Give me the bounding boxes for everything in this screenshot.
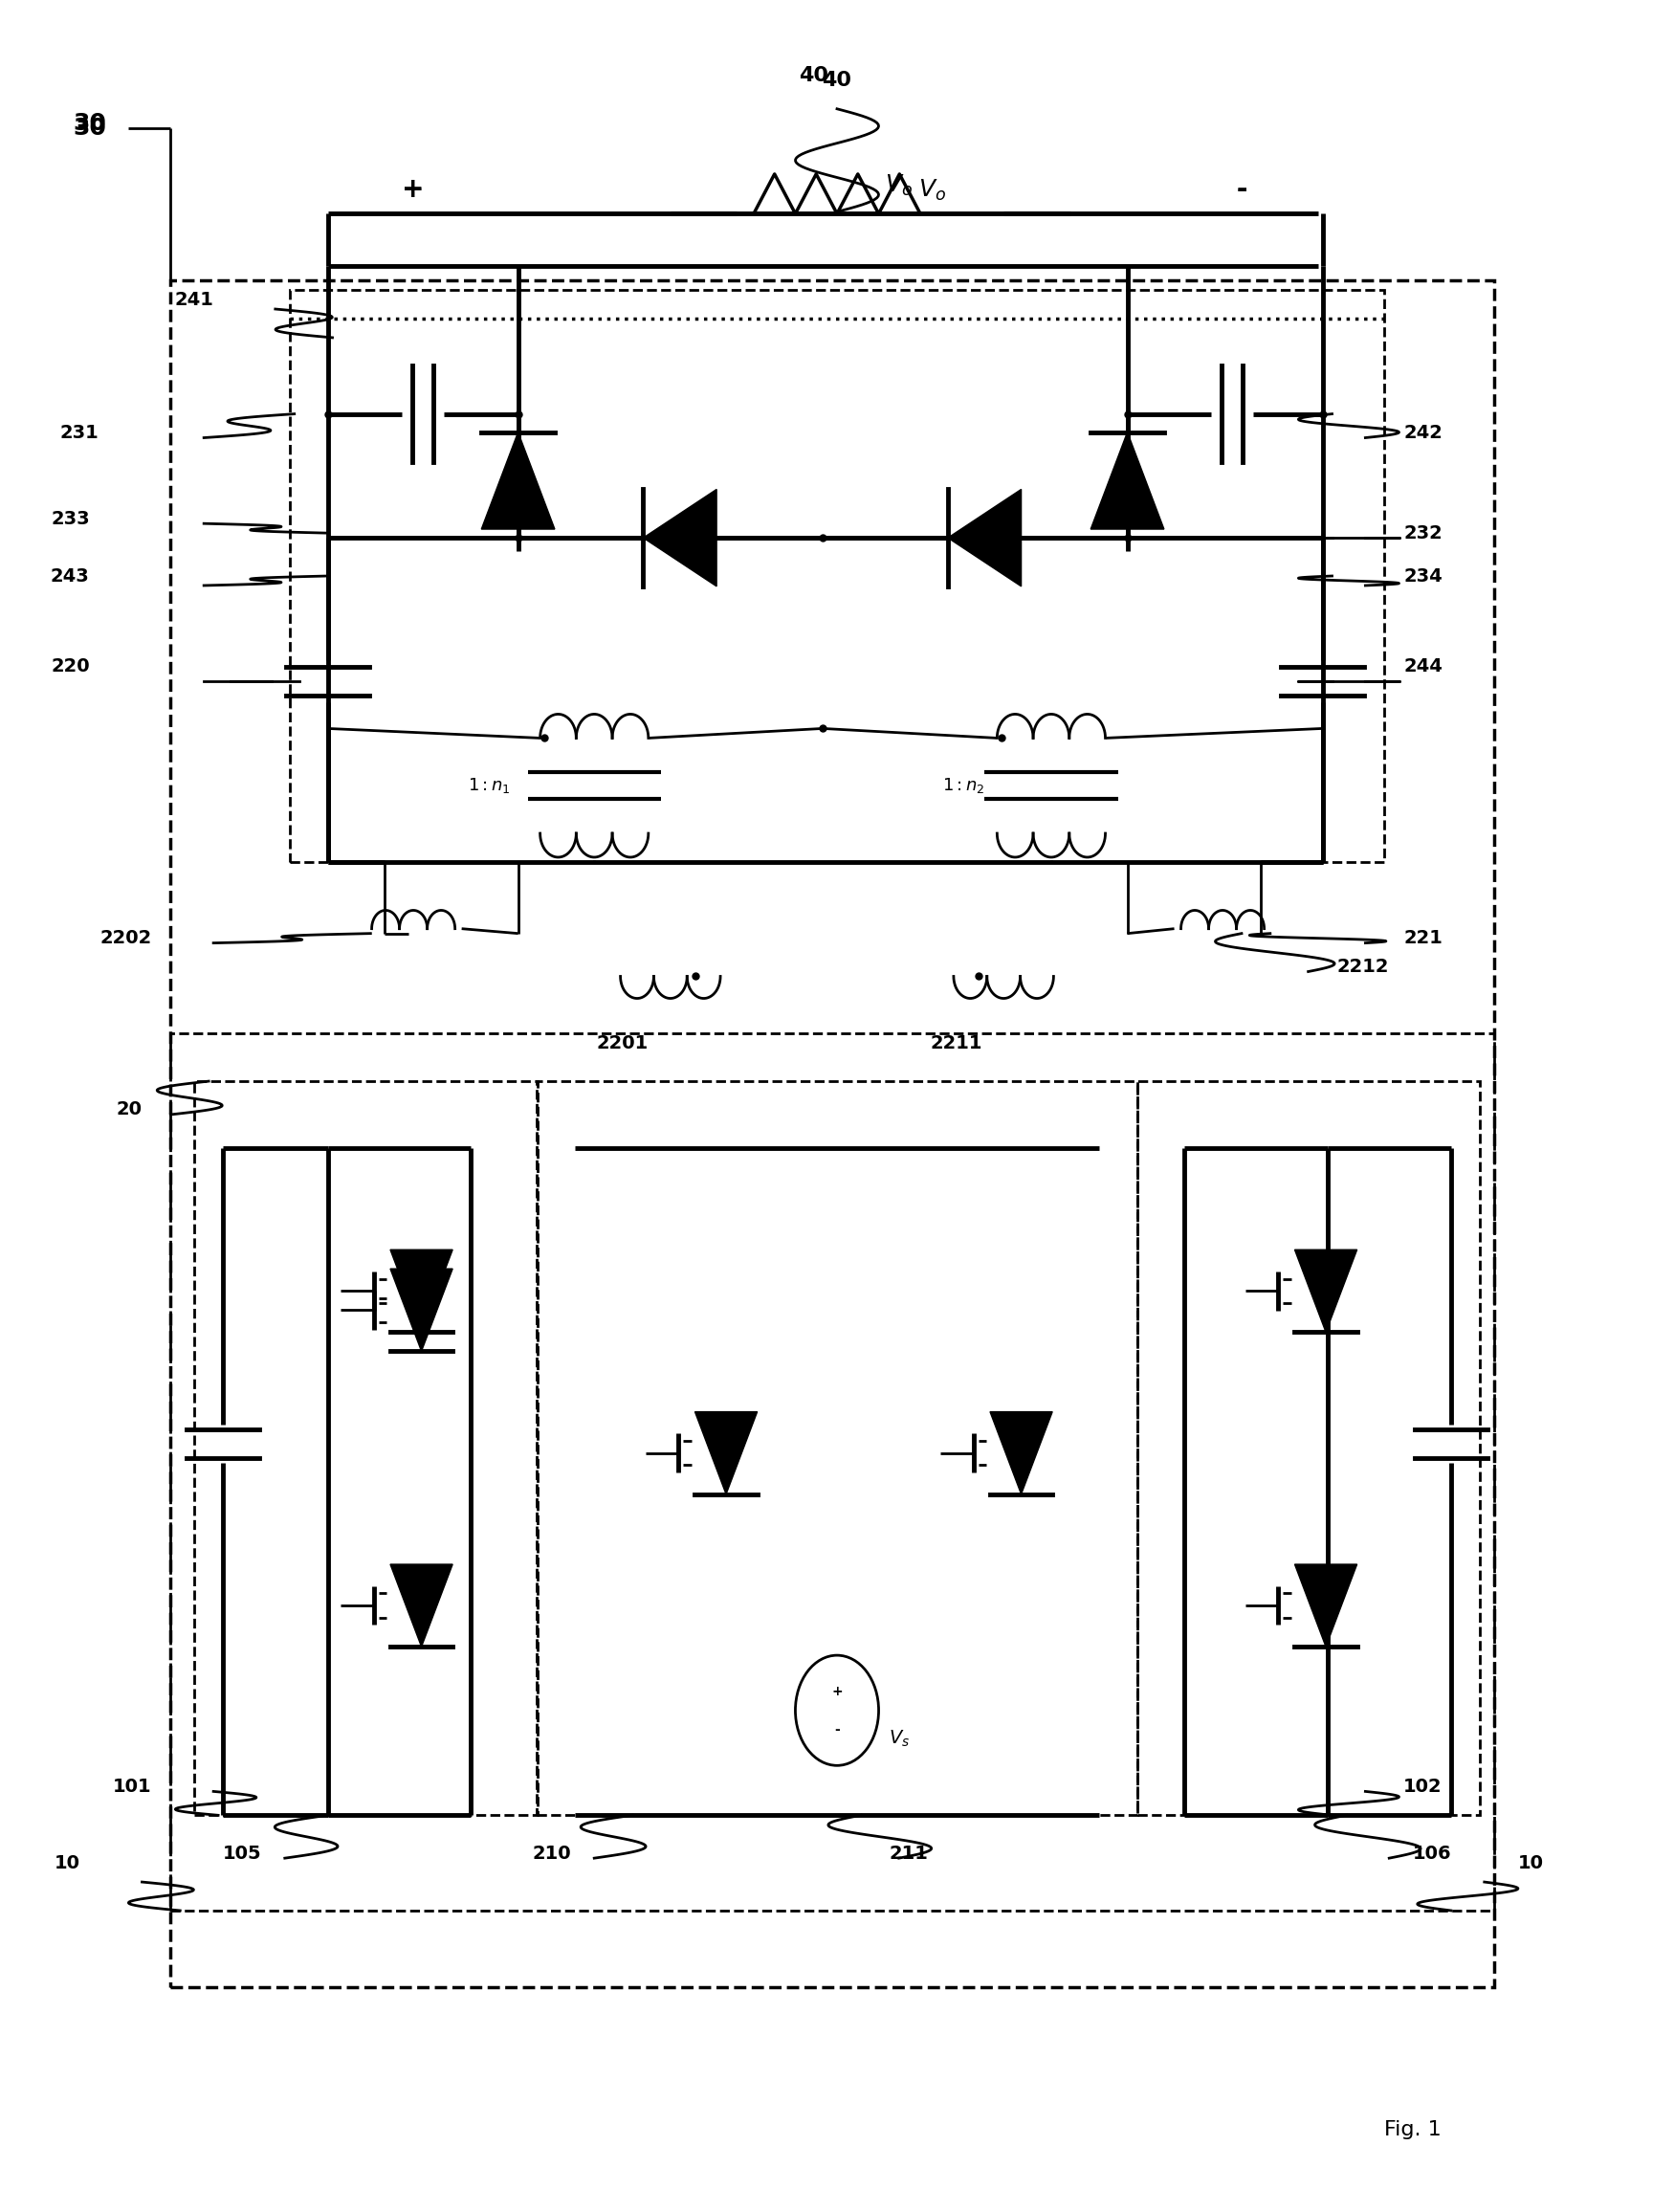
Polygon shape <box>1091 431 1163 529</box>
Text: 242: 242 <box>1403 425 1443 442</box>
Text: 210: 210 <box>532 1845 571 1863</box>
Polygon shape <box>695 1411 757 1495</box>
Text: -: - <box>834 1723 840 1736</box>
Polygon shape <box>643 489 716 586</box>
Text: $1:n_1$: $1:n_1$ <box>469 776 511 796</box>
Text: 231: 231 <box>60 425 99 442</box>
Text: $V_o$: $V_o$ <box>919 177 946 204</box>
Text: +: + <box>402 177 425 204</box>
Text: +: + <box>832 1683 842 1699</box>
Text: 232: 232 <box>1403 524 1443 542</box>
Bar <box>290 290 1384 863</box>
Bar <box>537 1082 1137 1816</box>
Polygon shape <box>390 1270 452 1352</box>
Bar <box>171 281 1493 1986</box>
Polygon shape <box>390 1250 452 1332</box>
Text: 105: 105 <box>223 1845 261 1863</box>
Text: 10: 10 <box>54 1854 80 1871</box>
Text: -: - <box>1235 177 1247 204</box>
Text: $V_o$: $V_o$ <box>886 173 912 197</box>
Bar <box>1137 1082 1480 1816</box>
Text: 40: 40 <box>798 66 829 84</box>
Text: 101: 101 <box>112 1778 152 1796</box>
Text: 10: 10 <box>1518 1854 1543 1871</box>
Text: 106: 106 <box>1413 1845 1451 1863</box>
Text: 220: 220 <box>50 657 90 675</box>
Text: 2202: 2202 <box>100 929 152 947</box>
Text: 40: 40 <box>822 71 852 91</box>
Text: +: + <box>402 177 425 204</box>
Polygon shape <box>1294 1250 1358 1332</box>
Text: 30: 30 <box>74 117 107 139</box>
Text: 221: 221 <box>1403 929 1443 947</box>
Text: 20: 20 <box>116 1102 142 1119</box>
Text: 243: 243 <box>50 566 90 584</box>
Polygon shape <box>1294 1564 1358 1646</box>
Text: 211: 211 <box>889 1845 927 1863</box>
Text: 2211: 2211 <box>931 1033 983 1053</box>
Polygon shape <box>482 431 554 529</box>
Text: 2212: 2212 <box>1338 958 1389 975</box>
Polygon shape <box>947 489 1021 586</box>
Text: $1:n_2$: $1:n_2$ <box>942 776 984 796</box>
Text: Fig. 1: Fig. 1 <box>1384 2121 1441 2139</box>
Polygon shape <box>989 1411 1053 1495</box>
Text: $V_s$: $V_s$ <box>889 1730 909 1750</box>
Bar <box>171 1033 1493 1911</box>
Text: 241: 241 <box>174 290 213 310</box>
Bar <box>194 1082 537 1816</box>
Text: 102: 102 <box>1403 1778 1443 1796</box>
Text: 233: 233 <box>50 509 90 529</box>
Text: 2201: 2201 <box>598 1033 650 1053</box>
Text: -: - <box>1235 177 1247 204</box>
Text: 244: 244 <box>1403 657 1443 675</box>
Text: 30: 30 <box>74 111 107 135</box>
Text: 234: 234 <box>1403 566 1443 584</box>
Polygon shape <box>390 1564 452 1646</box>
